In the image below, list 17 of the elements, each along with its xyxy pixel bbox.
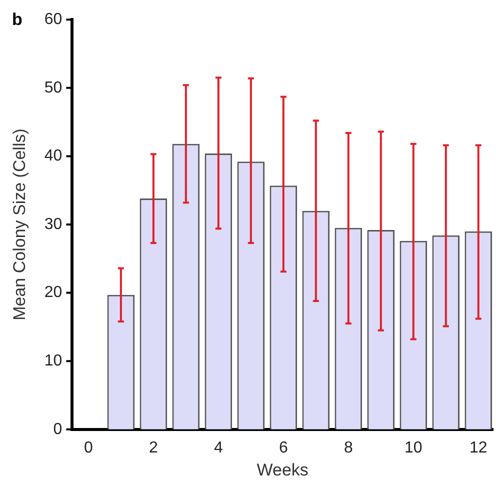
x-tick-label: 4: [214, 439, 223, 456]
x-tick-label: 0: [84, 439, 93, 456]
x-tick-label: 2: [148, 439, 158, 456]
y-tick-label: 50: [44, 79, 62, 96]
x-tick-label: 8: [344, 439, 353, 456]
y-tick-label: 40: [44, 148, 62, 165]
x-axis-title: Weeks: [256, 460, 308, 480]
text: b: [12, 10, 22, 30]
y-tick-label: 60: [44, 11, 62, 28]
y-tick-label: 20: [44, 284, 62, 302]
y-tick-label: 0: [53, 420, 62, 438]
x-tick-label: 12: [469, 439, 488, 456]
x-tick-label: 10: [404, 439, 422, 456]
y-axis-title: Mean Colony Size (Cells): [10, 128, 29, 320]
y-tick-label: 30: [44, 216, 62, 233]
x-tick-label: 6: [278, 439, 288, 456]
y-tick-label: 10: [44, 352, 62, 370]
